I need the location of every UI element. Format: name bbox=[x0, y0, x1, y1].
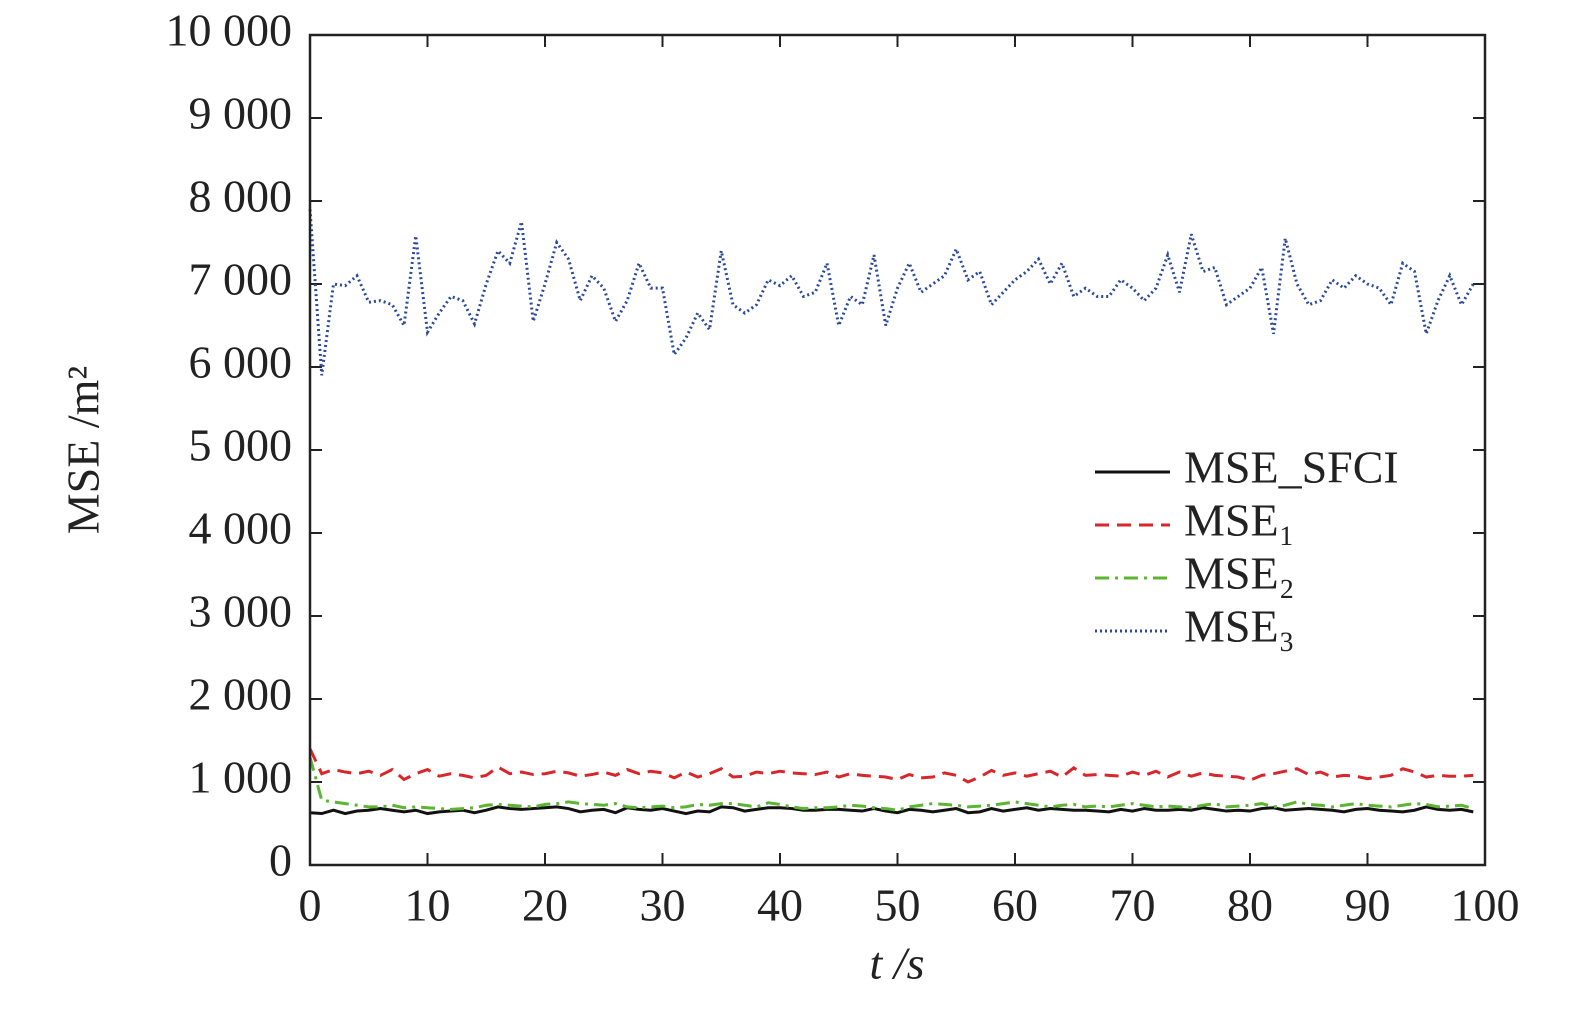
legend-label: MSE₂ bbox=[1184, 548, 1295, 599]
series-line bbox=[308, 209, 1475, 376]
x-tick-label: 100 bbox=[1451, 880, 1520, 931]
x-tick-label: 20 bbox=[522, 880, 568, 931]
x-tick-label: 70 bbox=[1110, 880, 1156, 931]
x-tick-label: 0 bbox=[299, 880, 322, 931]
y-tick-label: 9 000 bbox=[189, 88, 293, 139]
x-tick-label: 50 bbox=[875, 880, 921, 931]
y-tick-label: 7 000 bbox=[189, 254, 293, 305]
y-tick-label: 3 000 bbox=[189, 586, 293, 637]
series-line bbox=[308, 756, 1474, 812]
legend-label: MSE_SFCI bbox=[1184, 442, 1399, 493]
x-tick-label: 10 bbox=[405, 880, 451, 931]
series-line bbox=[308, 748, 1474, 784]
series-line bbox=[309, 805, 1474, 816]
y-tick-label: 1 000 bbox=[189, 752, 293, 803]
x-tick-label: 60 bbox=[992, 880, 1038, 931]
y-tick-label: 4 000 bbox=[189, 503, 293, 554]
x-tick-label: 90 bbox=[1345, 880, 1391, 931]
y-tick-label: 2 000 bbox=[189, 669, 293, 720]
x-tick-label: 40 bbox=[757, 880, 803, 931]
legend-label: MSE₃ bbox=[1184, 601, 1295, 652]
y-tick-label: 10 000 bbox=[166, 5, 293, 56]
y-tick-label: 6 000 bbox=[189, 337, 293, 388]
y-tick-label: 5 000 bbox=[189, 420, 293, 471]
y-tick-label: 8 000 bbox=[189, 171, 293, 222]
legend-label: MSE₁ bbox=[1184, 495, 1295, 546]
x-tick-label: 80 bbox=[1227, 880, 1273, 931]
y-tick-label: 0 bbox=[269, 835, 292, 886]
plot-frame bbox=[308, 33, 1487, 867]
y-axis-label: MSE /m² bbox=[58, 366, 109, 534]
x-axis-label: t /s bbox=[870, 938, 925, 989]
x-tick-label: 30 bbox=[640, 880, 686, 931]
